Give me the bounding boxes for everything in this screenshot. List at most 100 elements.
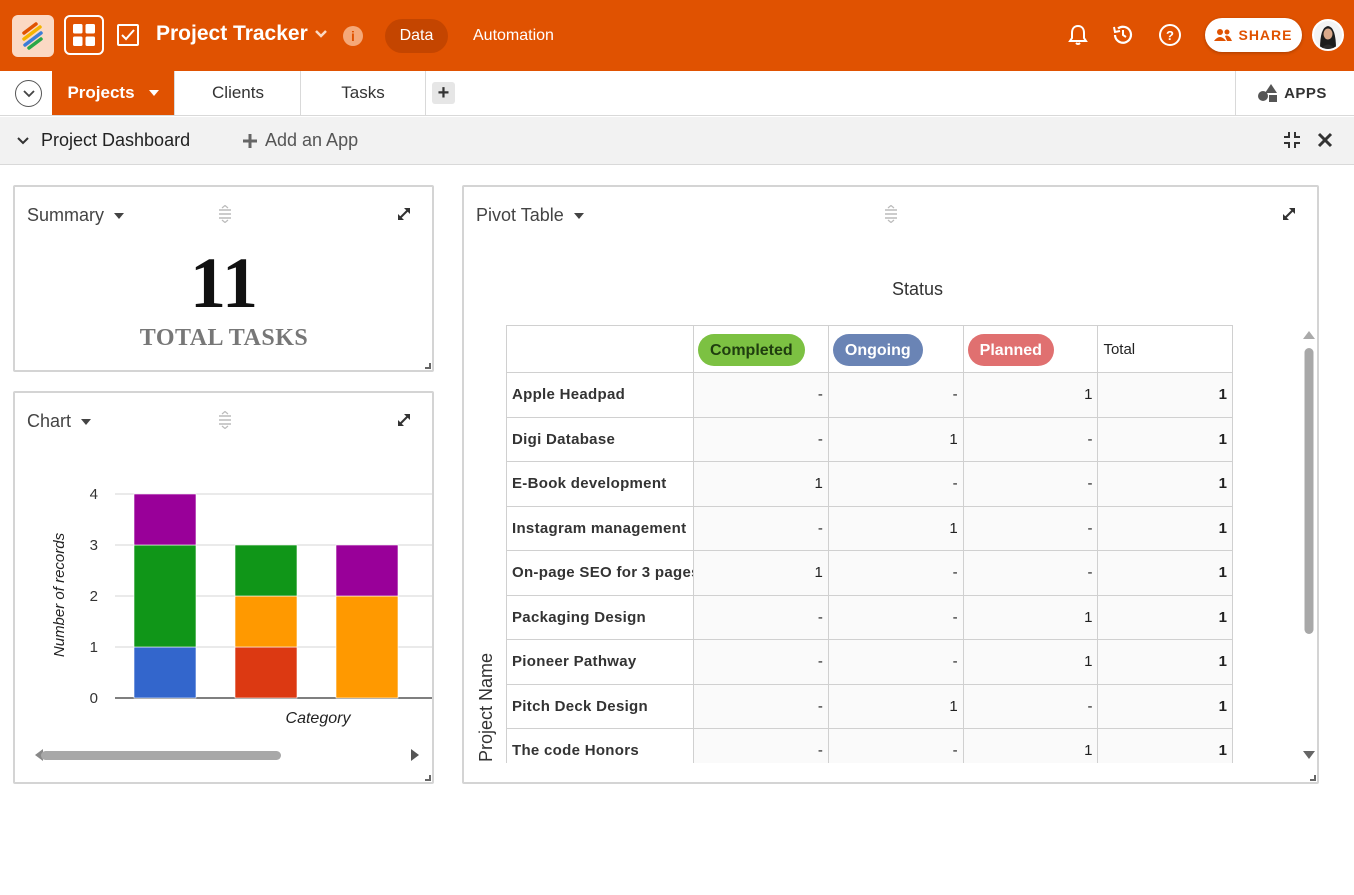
- expand-icon[interactable]: [1281, 206, 1297, 222]
- cell-value: -: [962, 416, 1099, 462]
- tab-projects[interactable]: Projects: [52, 71, 175, 115]
- vertical-scrollbar[interactable]: [1302, 329, 1316, 761]
- drag-handle-icon[interactable]: [883, 205, 899, 223]
- chart-y-ticks: 0 1 2 3 4: [90, 486, 98, 707]
- info-icon[interactable]: i: [343, 26, 363, 46]
- collapse-panel-button[interactable]: [15, 80, 42, 107]
- pivot-header-row: Completed Ongoing Planned Total: [506, 325, 1233, 373]
- chart-y-tick-label: 3: [90, 537, 98, 554]
- people-icon: [1214, 29, 1233, 41]
- table-row[interactable]: Pioneer Pathway - - 1 1: [506, 639, 1233, 685]
- pivot-total-header[interactable]: Total: [1097, 325, 1233, 373]
- table-row[interactable]: Apple Headpad - - 1 1: [506, 372, 1233, 418]
- resize-handle[interactable]: [1310, 775, 1316, 781]
- table-row[interactable]: Packaging Design - - 1 1: [506, 594, 1233, 640]
- resize-handle[interactable]: [425, 775, 431, 781]
- chart-y-tick-label: 0: [90, 690, 98, 707]
- pivot-column-field: Status: [892, 279, 944, 299]
- summary-widget-title[interactable]: Summary: [27, 205, 125, 226]
- table-row[interactable]: The code Honors - - 1 1: [506, 728, 1233, 763]
- cell-value: -: [693, 594, 829, 640]
- cell-value: 1: [962, 728, 1099, 763]
- cell-value: -: [827, 639, 964, 685]
- collapse-icon[interactable]: [1281, 129, 1303, 151]
- expand-icon[interactable]: [396, 206, 412, 222]
- share-button[interactable]: SHARE: [1205, 18, 1302, 52]
- pivot-col-header[interactable]: Ongoing: [827, 325, 964, 373]
- chart-widget-title[interactable]: Chart: [27, 411, 92, 432]
- add-page-button[interactable]: +: [432, 82, 455, 104]
- user-avatar[interactable]: [1312, 19, 1344, 51]
- tab-tasks[interactable]: Tasks: [301, 71, 426, 115]
- table-row[interactable]: On-page SEO for 3 pages 1 - - 1: [506, 550, 1233, 596]
- cell-value: 1: [827, 416, 964, 462]
- resize-handle[interactable]: [425, 363, 431, 369]
- horizontal-scrollbar[interactable]: [35, 748, 419, 762]
- help-icon[interactable]: ?: [1157, 22, 1183, 48]
- close-icon[interactable]: [1314, 129, 1336, 151]
- expand-icon[interactable]: [396, 412, 412, 428]
- row-total: 1: [1097, 639, 1233, 685]
- nav-data[interactable]: Data: [385, 19, 448, 53]
- apps-label: APPS: [1284, 84, 1327, 102]
- drag-handle-icon[interactable]: [217, 411, 233, 429]
- chart-bar-segment[interactable]: [133, 544, 197, 648]
- summary-label: TOTAL TASKS: [139, 325, 309, 351]
- history-icon[interactable]: [1110, 22, 1136, 48]
- add-app-button[interactable]: Add an App: [243, 130, 358, 151]
- tab-label: Clients: [212, 83, 264, 102]
- pivot-table-widget: Pivot Table Status Project Name Complete…: [462, 185, 1319, 784]
- chart-bar-segment[interactable]: [234, 544, 298, 597]
- scroll-left-icon[interactable]: [35, 749, 43, 761]
- pivot-col-header[interactable]: Planned: [962, 325, 1099, 373]
- chevron-down-icon: [314, 30, 327, 38]
- app-grid-button[interactable]: [64, 15, 104, 55]
- chart-bar-segment[interactable]: [234, 646, 298, 699]
- add-app-label: Add an App: [265, 130, 359, 150]
- row-total: 1: [1097, 550, 1233, 596]
- row-label: Instagram management: [506, 505, 694, 551]
- table-row[interactable]: E-Book development 1 - - 1: [506, 461, 1233, 507]
- nav-automation[interactable]: Automation: [473, 27, 554, 44]
- chart-bar-segment[interactable]: [133, 646, 197, 699]
- top-bar: Project Tracker i Data Automation ? SHAR…: [0, 0, 1354, 71]
- app-logo[interactable]: [12, 15, 54, 57]
- share-label: SHARE: [1238, 27, 1293, 43]
- caret-down-icon[interactable]: [148, 90, 159, 96]
- caret-down-icon: [81, 418, 92, 425]
- cell-value: -: [827, 461, 964, 507]
- row-total: 1: [1097, 372, 1233, 418]
- checkbox-icon: [117, 24, 139, 46]
- apps-button[interactable]: APPS: [1235, 71, 1349, 115]
- scroll-up-icon[interactable]: [1303, 331, 1315, 339]
- cell-value: 1: [827, 505, 964, 551]
- tab-label: Tasks: [341, 83, 385, 102]
- bell-icon[interactable]: [1065, 22, 1091, 48]
- table-row[interactable]: Instagram management - 1 - 1: [506, 505, 1233, 551]
- pivot-col-header[interactable]: Completed: [693, 325, 829, 373]
- tab-label: Projects: [67, 83, 135, 102]
- scroll-right-icon[interactable]: [411, 749, 419, 761]
- page-tab-bar: Projects Clients Tasks + APPS: [0, 71, 1354, 116]
- tab-clients[interactable]: Clients: [176, 71, 301, 115]
- chart-bar-segment[interactable]: [133, 493, 197, 546]
- app-title[interactable]: Project Tracker: [156, 22, 328, 46]
- row-total: 1: [1097, 416, 1233, 462]
- cell-value: 1: [693, 461, 829, 507]
- scroll-down-icon[interactable]: [1303, 751, 1315, 759]
- pivot-widget-title[interactable]: Pivot Table: [476, 205, 584, 226]
- table-row[interactable]: Pitch Deck Design - 1 - 1: [506, 683, 1233, 729]
- cell-value: 1: [962, 372, 1099, 418]
- dashboard-title[interactable]: Project Dashboard: [17, 130, 190, 151]
- table-row[interactable]: Digi Database - 1 - 1: [506, 416, 1233, 462]
- caret-down-icon: [114, 212, 125, 219]
- scrollbar-thumb[interactable]: [41, 751, 281, 760]
- chart-bars: [133, 493, 399, 699]
- scrollbar-thumb[interactable]: [1304, 348, 1314, 634]
- status-badge: Ongoing: [832, 334, 923, 366]
- chart-bar-segment[interactable]: [335, 544, 399, 597]
- chart-bar-segment[interactable]: [234, 595, 298, 648]
- chart-bar-segment[interactable]: [335, 595, 399, 699]
- drag-handle-icon[interactable]: [217, 205, 233, 223]
- chart-y-axis-label: Number of records: [51, 532, 68, 657]
